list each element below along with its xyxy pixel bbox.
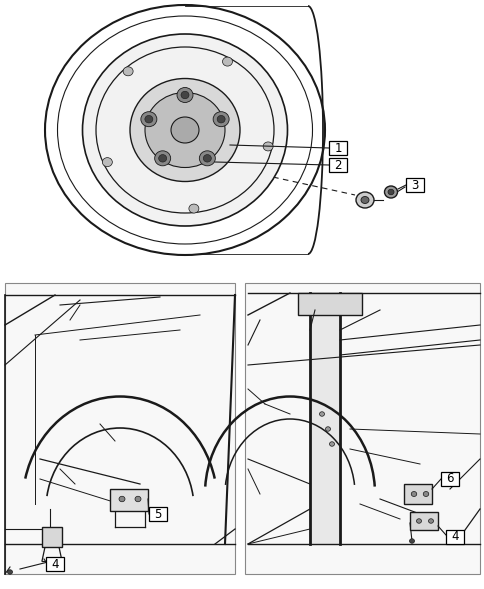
- FancyBboxPatch shape: [244, 283, 479, 574]
- Ellipse shape: [158, 154, 166, 162]
- Text: 4: 4: [51, 558, 59, 571]
- Text: 4: 4: [450, 531, 458, 544]
- Ellipse shape: [154, 151, 170, 166]
- Text: 1: 1: [333, 141, 341, 154]
- Ellipse shape: [102, 158, 112, 167]
- Ellipse shape: [387, 189, 393, 195]
- Ellipse shape: [181, 91, 189, 99]
- FancyBboxPatch shape: [5, 283, 235, 574]
- Ellipse shape: [123, 67, 133, 76]
- Bar: [409, 512, 437, 530]
- Ellipse shape: [329, 442, 334, 446]
- Ellipse shape: [428, 519, 433, 523]
- Ellipse shape: [355, 192, 373, 208]
- Ellipse shape: [222, 57, 232, 66]
- Text: 5: 5: [154, 508, 161, 521]
- FancyBboxPatch shape: [405, 178, 423, 192]
- Ellipse shape: [360, 197, 368, 204]
- Bar: [297, 293, 361, 315]
- Ellipse shape: [177, 88, 193, 102]
- Ellipse shape: [416, 519, 421, 523]
- Ellipse shape: [319, 412, 324, 416]
- Text: 6: 6: [445, 472, 453, 485]
- Polygon shape: [309, 293, 339, 544]
- FancyBboxPatch shape: [149, 507, 166, 521]
- Ellipse shape: [130, 78, 240, 181]
- Text: 3: 3: [410, 178, 418, 191]
- Ellipse shape: [171, 117, 198, 143]
- Ellipse shape: [263, 142, 272, 151]
- Ellipse shape: [188, 204, 198, 213]
- Ellipse shape: [408, 539, 414, 543]
- Ellipse shape: [423, 491, 428, 497]
- Ellipse shape: [119, 497, 125, 502]
- Bar: [110, 489, 148, 511]
- FancyBboxPatch shape: [440, 472, 458, 486]
- FancyBboxPatch shape: [328, 141, 346, 155]
- Ellipse shape: [135, 497, 141, 502]
- Ellipse shape: [212, 112, 228, 127]
- FancyBboxPatch shape: [445, 530, 463, 544]
- Ellipse shape: [199, 151, 215, 166]
- Ellipse shape: [217, 115, 225, 123]
- Ellipse shape: [410, 491, 416, 497]
- Text: 2: 2: [333, 158, 341, 171]
- Ellipse shape: [140, 112, 156, 127]
- Ellipse shape: [7, 570, 13, 574]
- Ellipse shape: [203, 154, 211, 162]
- Bar: [42, 527, 62, 547]
- FancyBboxPatch shape: [328, 158, 346, 172]
- Ellipse shape: [145, 115, 152, 123]
- Ellipse shape: [145, 92, 225, 167]
- Bar: [403, 484, 431, 504]
- Ellipse shape: [384, 186, 397, 198]
- Ellipse shape: [325, 427, 330, 431]
- FancyBboxPatch shape: [46, 557, 64, 571]
- Ellipse shape: [82, 34, 287, 226]
